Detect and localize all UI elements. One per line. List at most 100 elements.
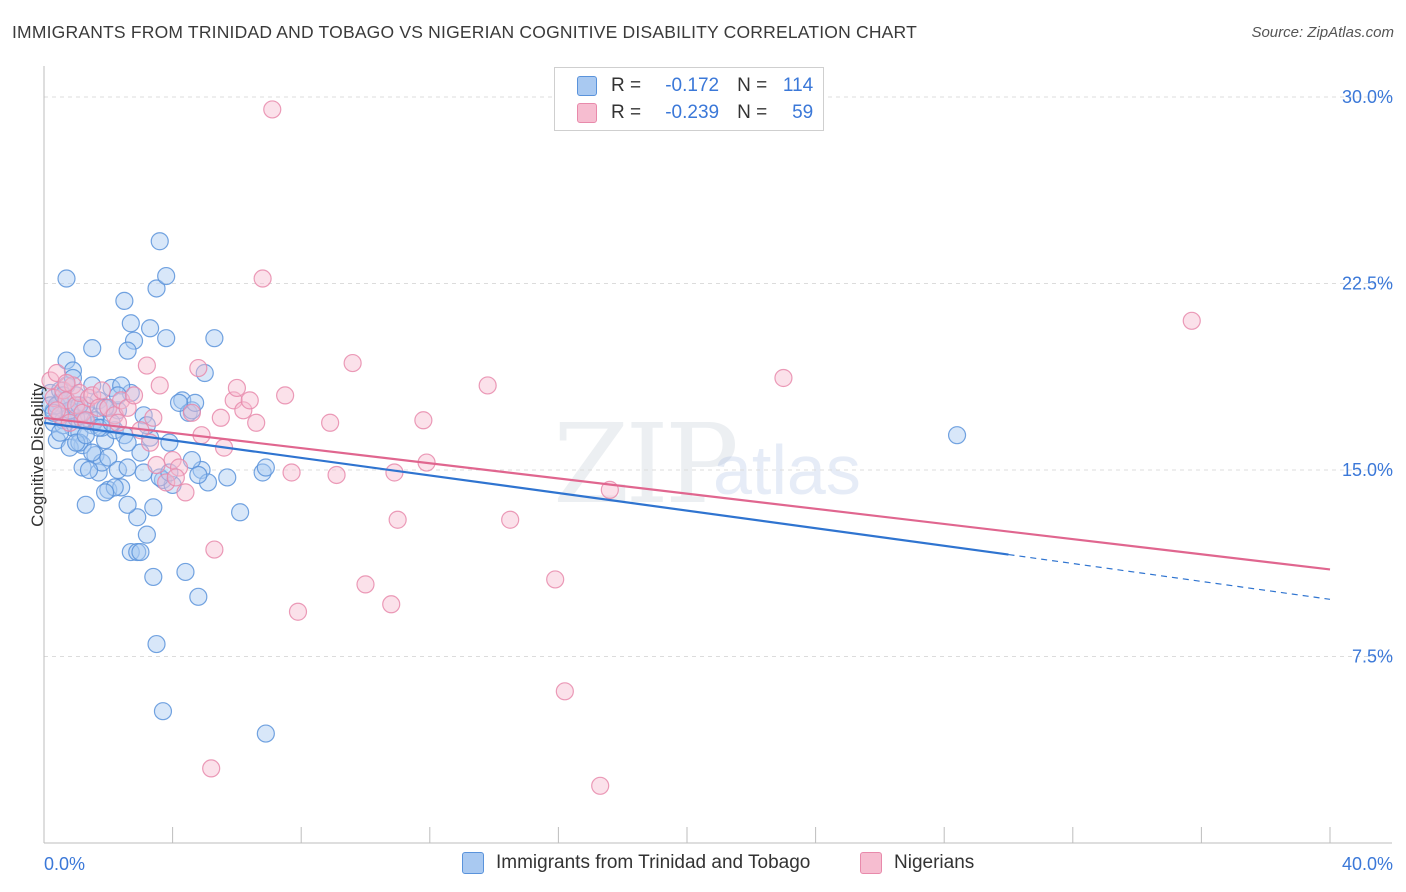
data-point-nigerian <box>176 483 195 502</box>
trend-layer <box>43 416 1331 600</box>
data-point-trinidad <box>79 460 99 480</box>
data-point-trinidad <box>218 468 237 487</box>
stats-legend: R = -0.172 N = 114 R = -0.239 N = 59 <box>554 67 824 131</box>
data-point-trinidad <box>131 542 150 562</box>
data-point-nigerian <box>321 413 340 432</box>
data-point-nigerian <box>388 510 407 529</box>
data-point-trinidad <box>124 331 144 350</box>
legend-r-label: R = <box>611 75 642 96</box>
data-point-nigerian <box>356 575 375 594</box>
data-point-trinidad <box>253 463 272 482</box>
data-point-nigerian <box>157 473 176 492</box>
data-point-trinidad <box>57 351 76 370</box>
data-point-nigerian <box>150 376 169 395</box>
data-point-nigerian <box>205 540 224 559</box>
data-point-nigerian <box>227 378 246 398</box>
data-point-trinidad <box>198 473 218 492</box>
legend-swatch-blue <box>577 76 597 96</box>
legend-r-label: R = <box>611 102 642 123</box>
data-point-nigerian <box>591 776 610 795</box>
axis-layer <box>43 66 1392 844</box>
data-point-nigerian <box>189 358 208 378</box>
data-point-trinidad <box>256 724 275 743</box>
trend-line-nigerian <box>43 416 1331 571</box>
data-point-trinidad <box>118 341 137 360</box>
data-point-trinidad <box>256 458 275 477</box>
x-tick-label: 0.0% <box>44 854 85 874</box>
legend-row-trinidad: R = -0.172 N = 114 <box>577 74 813 98</box>
data-point-nigerian <box>276 386 295 405</box>
data-point-trinidad <box>76 426 95 445</box>
grid-layer <box>44 96 1392 657</box>
data-point-nigerian <box>288 602 308 621</box>
data-point-nigerian <box>137 356 156 375</box>
data-point-trinidad <box>131 443 150 462</box>
data-point-nigerian <box>478 376 497 395</box>
legend-swatch-pink <box>577 103 597 123</box>
source-label: Source: ZipAtlas.com <box>1251 24 1394 41</box>
legend-n-value: 59 <box>792 102 814 123</box>
legend-swatch-pink <box>860 852 882 874</box>
data-point-trinidad <box>115 291 134 311</box>
watermark-zip: ZIP <box>553 400 739 528</box>
tick-labels: 7.5% 15.0% 22.5% 30.0% 0.0% 40.0% <box>44 87 1393 874</box>
data-point-trinidad <box>144 567 163 587</box>
legend-swatch-blue <box>462 852 484 874</box>
trend-line-trinidad <box>43 421 1009 556</box>
series-nigerian-points <box>41 100 1201 795</box>
data-point-nigerian <box>382 595 401 614</box>
data-point-nigerian <box>555 682 574 701</box>
y-tick-label: 15.0% <box>1342 460 1393 480</box>
data-point-nigerian <box>76 411 95 430</box>
legend-r-value: -0.239 <box>665 102 720 123</box>
data-point-nigerian <box>202 759 221 778</box>
data-point-trinidad <box>137 525 156 544</box>
y-tick-label: 7.5% <box>1352 647 1393 667</box>
data-point-trinidad <box>128 508 147 527</box>
bottom-legend-trinidad[interactable]: Immigrants from Trinidad and Tobago <box>462 852 810 874</box>
data-point-trinidad <box>118 495 137 514</box>
data-point-nigerian <box>501 510 520 529</box>
data-point-trinidad <box>153 702 173 721</box>
data-point-trinidad <box>205 329 224 348</box>
legend-n-label: N = <box>737 102 768 123</box>
data-point-nigerian <box>166 468 185 487</box>
y-tick-label: 30.0% <box>1342 87 1393 107</box>
data-point-trinidad <box>95 483 115 502</box>
data-point-trinidad <box>169 393 189 412</box>
data-point-nigerian <box>57 373 76 393</box>
data-point-nigerian <box>414 411 433 430</box>
data-point-trinidad <box>150 232 169 251</box>
data-point-trinidad <box>160 433 179 452</box>
data-point-trinidad <box>140 319 160 338</box>
data-point-trinidad <box>147 634 166 654</box>
data-point-nigerian <box>546 570 565 589</box>
y-tick-label: 22.5% <box>1342 274 1393 294</box>
trend-line-trinidad-extension <box>1008 553 1331 600</box>
data-point-nigerian <box>147 455 166 475</box>
data-point-trinidad <box>83 339 102 358</box>
data-point-nigerian <box>1182 311 1201 330</box>
data-point-trinidad <box>186 393 205 412</box>
data-point-nigerian <box>263 100 282 119</box>
legend-n-value: 114 <box>782 75 814 96</box>
data-point-trinidad <box>147 279 166 298</box>
data-point-trinidad <box>176 562 195 582</box>
data-point-nigerian <box>282 463 301 482</box>
data-point-trinidad <box>118 433 137 452</box>
data-point-nigerian <box>47 401 66 420</box>
data-point-nigerian <box>182 403 201 422</box>
data-point-trinidad <box>189 587 208 606</box>
data-point-nigerian <box>327 465 346 485</box>
bottom-legend-nigerian[interactable]: Nigerians <box>860 852 974 874</box>
legend-r-value: -0.172 <box>665 75 720 96</box>
data-point-nigerian <box>211 408 230 427</box>
data-point-trinidad <box>231 503 250 522</box>
data-point-trinidad <box>189 465 208 485</box>
data-point-trinidad <box>57 269 76 288</box>
data-point-nigerian <box>234 401 253 420</box>
data-point-trinidad <box>121 542 140 562</box>
data-point-nigerian <box>774 368 793 388</box>
data-point-trinidad <box>76 495 95 514</box>
